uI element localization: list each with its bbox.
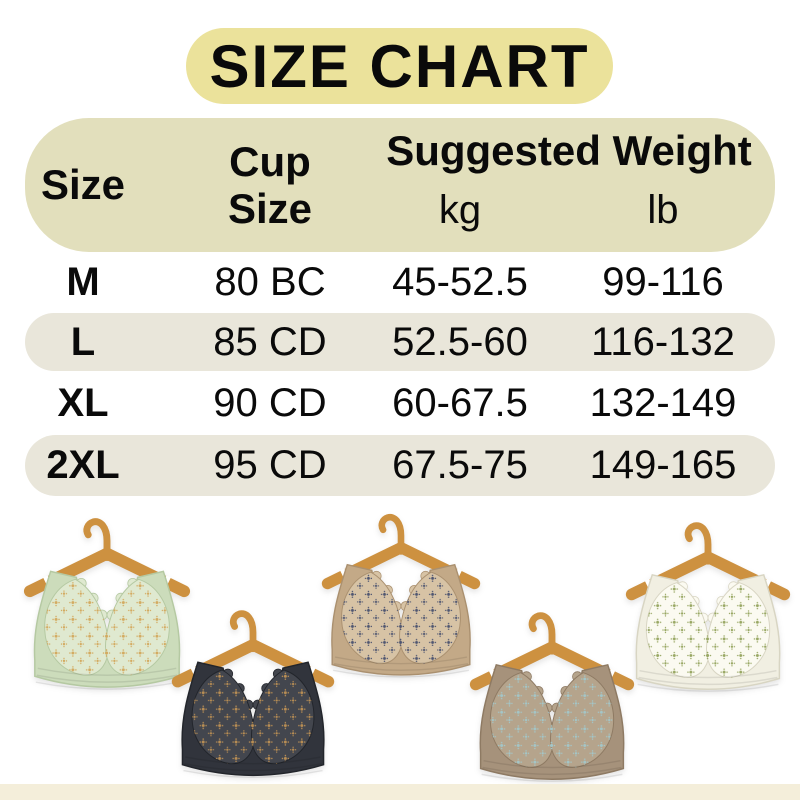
cell-size: 2XL bbox=[46, 443, 120, 487]
col-header-lb: lb bbox=[647, 187, 679, 232]
cell-cup-size: 85 CD bbox=[213, 319, 327, 364]
product-photo-khaki bbox=[321, 513, 481, 678]
table-row: XL 90 CD 60-67.5 132-149 bbox=[0, 372, 800, 434]
cell-lb: 149-165 bbox=[589, 443, 737, 487]
wooden-hanger bbox=[171, 610, 335, 688]
wooden-hanger bbox=[321, 513, 481, 590]
product-photo-mocha-brown bbox=[469, 612, 635, 782]
product-photo-ivory-white bbox=[625, 522, 791, 692]
cell-kg: 60-67.5 bbox=[392, 380, 528, 425]
cell-lb: 116-132 bbox=[591, 319, 735, 364]
page-title: SIZE CHART bbox=[209, 32, 590, 100]
background-strip bbox=[0, 784, 800, 800]
row-highlight-pill bbox=[25, 435, 775, 496]
col-header-cup-size: Cup Size bbox=[227, 137, 313, 232]
bra-ivory-white bbox=[635, 573, 781, 692]
cell-size: L bbox=[70, 319, 96, 364]
col-header-suggested-weight: Suggested Weight bbox=[386, 127, 752, 174]
cell-size: XL bbox=[57, 380, 109, 425]
cell-cup-size: 80 BC bbox=[214, 259, 326, 304]
cell-lb: 132-149 bbox=[589, 380, 737, 425]
bra-black bbox=[181, 661, 325, 779]
product-photo-sage-green bbox=[23, 518, 191, 690]
table-header-background bbox=[25, 118, 775, 252]
cell-size: M bbox=[66, 259, 100, 304]
bra-mocha-brown bbox=[479, 663, 625, 782]
col-header-kg: kg bbox=[438, 187, 482, 232]
table-row: L 85 CD 52.5-60 116-132 bbox=[0, 312, 800, 372]
wooden-hanger bbox=[469, 612, 635, 691]
cell-kg: 45-52.5 bbox=[392, 259, 528, 304]
cell-cup-size: 95 CD bbox=[213, 443, 327, 487]
cell-cup-size: 90 CD bbox=[213, 380, 327, 425]
table-row: M 80 BC 45-52.5 99-116 bbox=[0, 252, 800, 312]
cell-kg: 67.5-75 bbox=[392, 443, 528, 487]
bra-sage-green bbox=[33, 570, 181, 690]
row-highlight-pill bbox=[25, 313, 775, 371]
title-banner: SIZE CHART bbox=[186, 28, 613, 104]
table-row: 2XL 95 CD 67.5-75 149-165 bbox=[0, 434, 800, 497]
bra-khaki bbox=[331, 563, 471, 678]
col-header-size: Size bbox=[40, 161, 126, 208]
product-photo-black bbox=[171, 610, 335, 779]
cell-kg: 52.5-60 bbox=[392, 319, 528, 364]
cell-lb: 99-116 bbox=[602, 259, 724, 304]
